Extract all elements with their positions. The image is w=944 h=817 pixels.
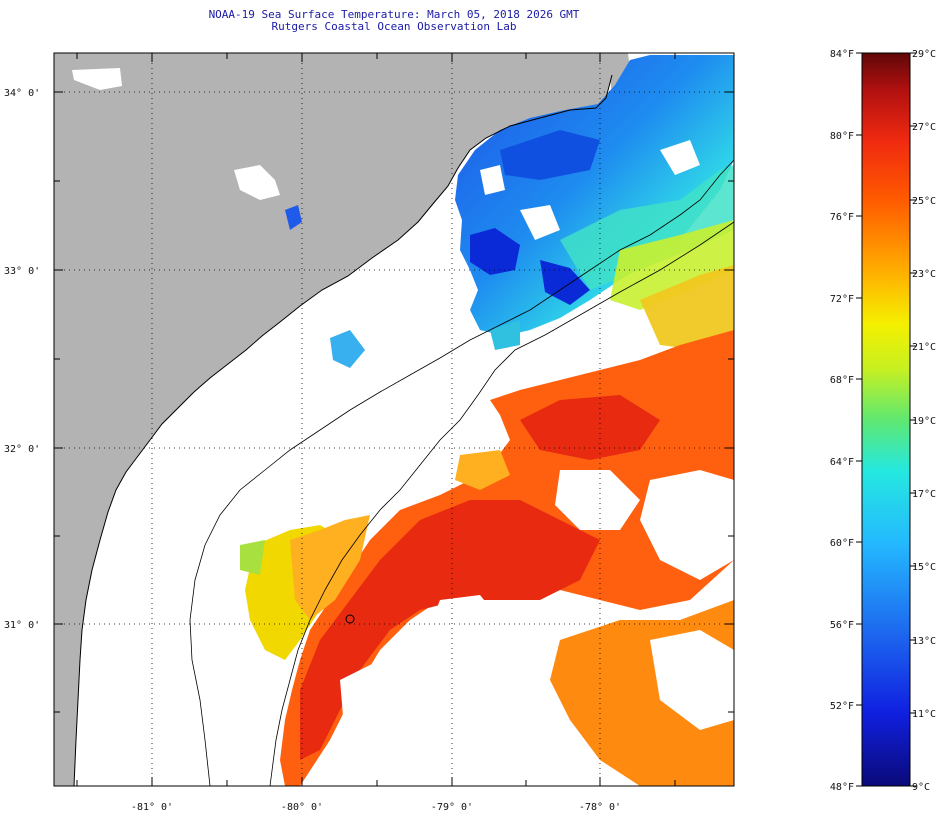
sst-patch	[240, 540, 265, 575]
colorbar-c-label: 19°C	[912, 416, 936, 427]
sst-patch	[490, 320, 520, 350]
colorbar-f-label: 48°F	[830, 782, 854, 793]
colorbar-c-label: 17°C	[912, 489, 936, 500]
colorbar-c-label: 25°C	[912, 196, 936, 207]
cloud-gap	[520, 205, 560, 240]
buoy-marker	[345, 614, 355, 624]
lat-label: 31° 0'	[4, 620, 40, 631]
colorbar-c-label: 13°C	[912, 636, 936, 647]
cloud-gap	[555, 470, 640, 530]
colorbar-ticks	[856, 52, 916, 787]
colorbar-f-label: 56°F	[830, 620, 854, 631]
axis-ticks	[54, 53, 734, 786]
colorbar-c-label: 9°C	[912, 782, 930, 793]
sst-patch	[520, 395, 660, 460]
lon-label: -79° 0'	[431, 802, 473, 813]
colorbar-c-label: 23°C	[912, 269, 936, 280]
sst-patch	[455, 450, 510, 490]
coastline	[73, 74, 613, 787]
sst-patch	[285, 205, 302, 230]
land-mass	[54, 53, 612, 786]
chart-subtitle: Rutgers Coastal Ocean Observation Lab	[271, 20, 517, 33]
lat-label: 33° 0'	[4, 266, 40, 277]
lon-label: -81° 0'	[131, 802, 173, 813]
graticule	[54, 53, 734, 786]
cloud-gap	[480, 165, 505, 195]
colorbar-c-label: 11°C	[912, 709, 936, 720]
colorbar-f-label: 80°F	[830, 131, 854, 142]
colorbar-f-label: 52°F	[830, 701, 854, 712]
colorbar-c-label: 29°C	[912, 49, 936, 60]
colorbar-c-label: 21°C	[912, 342, 936, 353]
lat-label: 34° 0'	[4, 88, 40, 99]
sst-patch	[540, 260, 590, 305]
bathymetry-contour-deep	[269, 221, 735, 787]
colorbar-f-label: 76°F	[830, 212, 854, 223]
sst-patch	[290, 515, 370, 620]
chart-title: NOAA-19 Sea Surface Temperature: March 0…	[208, 8, 580, 21]
sst-patch	[500, 130, 600, 180]
colorbar-c-label: 15°C	[912, 562, 936, 573]
sst-patch	[300, 500, 600, 760]
cloud-gap	[72, 68, 122, 90]
cloud-gap	[650, 630, 734, 730]
bathymetry-contour	[189, 159, 735, 787]
map-frame	[53, 52, 735, 787]
cloud-gap	[340, 660, 410, 760]
colorbar-f-label: 84°F	[830, 49, 854, 60]
cloud-gap	[640, 470, 734, 580]
lon-label: -78° 0'	[579, 802, 621, 813]
sst-patch	[470, 228, 520, 275]
cloud-gap	[420, 595, 520, 730]
colorbar-f-label: 60°F	[830, 538, 854, 549]
colorbar-f-label: 64°F	[830, 457, 854, 468]
colorbar-f-label: 72°F	[830, 294, 854, 305]
colorbar-f-label: 68°F	[830, 375, 854, 386]
sst-cold-region	[455, 55, 734, 336]
colorbar-c-label: 27°C	[912, 122, 936, 133]
sst-patch	[560, 165, 734, 290]
colorbar	[861, 52, 911, 787]
lon-label: -80° 0'	[281, 802, 323, 813]
lat-label: 32° 0'	[4, 444, 40, 455]
cloud-gap	[660, 140, 700, 175]
cloud-gap	[234, 165, 280, 200]
sst-patch	[640, 265, 734, 350]
sst-patch	[330, 330, 365, 368]
